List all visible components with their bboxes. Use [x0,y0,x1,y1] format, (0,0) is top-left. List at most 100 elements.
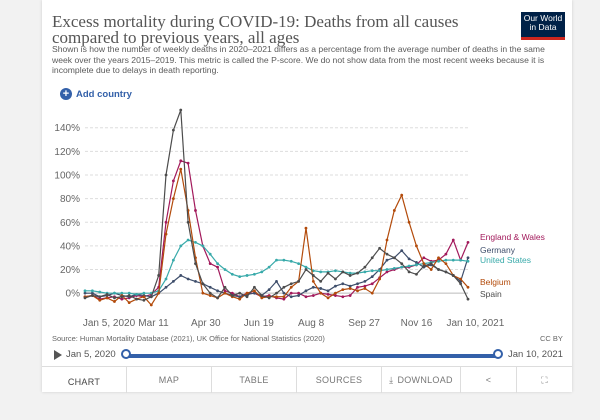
data-point [444,270,448,274]
series-label: Spain [480,289,502,299]
x-tick-label: Jun 19 [244,318,274,329]
series-line [84,160,469,300]
timeline-start-handle[interactable] [121,349,131,359]
data-point [348,294,352,297]
data-point [378,246,382,250]
y-tick-label: 140% [54,123,80,134]
data-point [444,262,448,266]
x-axis-ticks: Jan 5, 2020 Mar 11 Apr 30 Jun 19 Aug 8 Sep 27… [83,318,505,329]
data-point [466,256,470,260]
data-point [201,291,205,295]
owid-logo[interactable]: Our World in Data [521,12,565,40]
y-tick-label: 60% [60,218,80,229]
x-tick-label: Aug 8 [298,318,325,329]
share-button[interactable]: < [460,367,516,393]
data-point [466,285,470,289]
data-point [459,258,463,262]
tab-sources[interactable]: SOURCES [296,367,381,393]
data-point [289,291,293,295]
data-point [392,209,396,212]
data-point [422,262,426,266]
data-point [385,258,389,262]
data-point [238,297,242,301]
data-point [304,226,308,230]
plus-icon: + [60,88,72,100]
add-country-button[interactable]: + Add country [60,88,132,100]
data-point [297,262,300,266]
tab-chart[interactable]: CHART [42,367,126,393]
data-point [363,279,367,283]
data-point [142,295,146,299]
data-point [466,240,470,244]
add-country-label: Add country [76,88,132,100]
data-point [370,256,374,260]
data-point [164,173,168,177]
data-point [208,291,212,295]
data-point [208,252,212,256]
data-point [171,179,175,183]
y-tick-label: 80% [60,194,80,205]
data-point [120,295,124,299]
data-point [216,296,219,300]
timeline-end-handle[interactable] [493,349,503,359]
data-point [223,285,227,289]
chart-subtitle: Shown is how the number of weekly deaths… [52,44,545,75]
data-point [407,264,411,268]
data-point [348,284,352,288]
chart-card: Excess mortality during COVID-19: Deaths… [42,0,572,393]
tab-map[interactable]: MAP [126,367,211,393]
data-point [260,270,264,274]
data-point [392,256,396,260]
data-point [275,291,278,295]
y-tick-label: 120% [54,147,80,158]
y-tick-label: 100% [54,171,80,182]
data-point [90,294,94,297]
data-point [326,292,330,296]
data-point [186,161,190,165]
x-tick-label: Sep 27 [348,318,380,329]
data-point [348,274,352,277]
data-point [267,265,271,269]
tab-download-label: DOWNLOAD [397,375,453,385]
data-point [260,294,264,297]
x-tick-label: Jan 5, 2020 [83,318,136,329]
data-point [370,291,374,295]
tab-table[interactable]: TABLE [211,367,296,393]
data-point [186,220,190,224]
tab-download[interactable]: ⤓ DOWNLOAD [381,367,460,393]
fullscreen-icon: ⛶ [541,374,548,385]
data-point [407,270,411,274]
download-icon: ⤓ [389,374,394,385]
x-tick-label: Jan 10, 2021 [446,318,504,329]
data-point [466,297,470,301]
data-point [356,285,359,289]
data-point [326,271,330,275]
data-point [378,277,382,281]
data-point [311,274,315,277]
data-point [348,271,352,275]
fullscreen-button[interactable]: ⛶ [516,367,572,393]
series-markers [83,249,470,299]
data-point [437,268,440,271]
data-point [164,232,168,236]
data-point [370,269,374,273]
data-point [400,265,404,269]
data-point [171,197,175,201]
chart-tabs: CHART MAP TABLE SOURCES ⤓ DOWNLOAD < ⛶ [42,366,572,393]
license-link[interactable]: CC BY [540,334,563,343]
data-point [437,256,440,260]
data-point [253,285,256,289]
data-point [319,287,323,290]
timeline-track[interactable] [126,354,498,358]
data-point [370,282,374,286]
data-point [282,258,286,262]
data-point [171,279,175,283]
data-point [127,291,131,295]
data-point [201,244,205,248]
play-icon[interactable] [54,350,62,360]
data-point [304,289,308,293]
data-point [208,294,212,297]
data-point [216,265,219,269]
data-point [356,271,359,275]
data-point [142,291,146,295]
